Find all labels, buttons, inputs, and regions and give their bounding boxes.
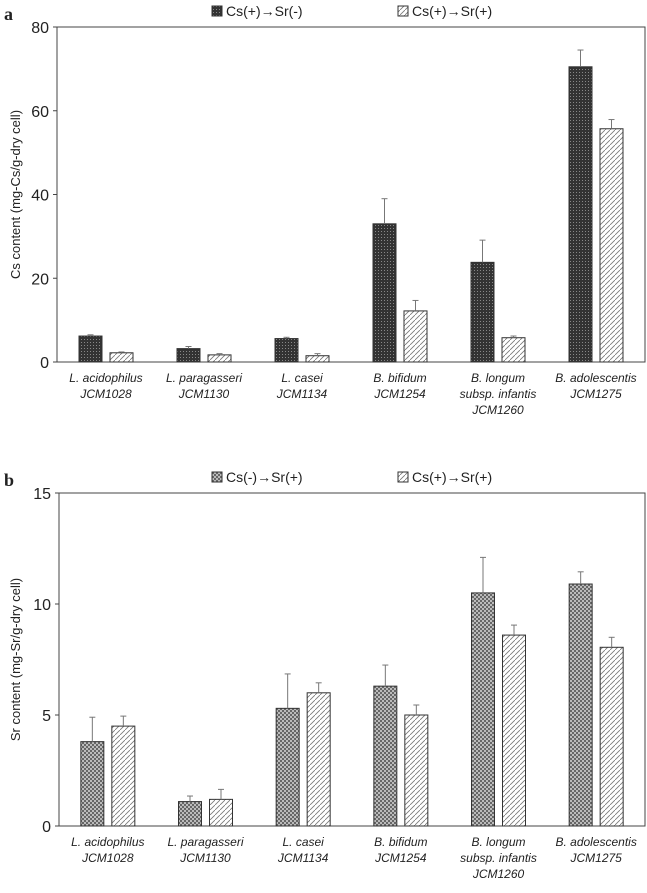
x-tick-label: JCM1254: [373, 387, 426, 401]
legend-label: Cs(+)→Sr(+): [412, 469, 492, 485]
x-tick-label: B. adolescentis: [555, 835, 636, 849]
x-tick-label: subsp. infantis: [460, 387, 537, 401]
x-tick-label: B. bifidum: [373, 371, 426, 385]
y-axis-label: Sr content (mg-Sr/g-dry cell): [8, 578, 23, 741]
x-tick-label: JCM1130: [178, 387, 230, 401]
bar: [470, 261, 495, 363]
bar: [372, 223, 397, 363]
legend-label: Cs(-)→Sr(+): [226, 469, 303, 485]
bar: [568, 66, 593, 363]
legend-swatch: [397, 471, 409, 483]
legend-swatch: [211, 5, 223, 17]
x-tick-label: JCM1254: [374, 851, 427, 865]
x-tick-label: L. casei: [281, 371, 323, 385]
x-tick-label: JCM1134: [277, 851, 329, 865]
bar: [599, 646, 624, 827]
x-tick-label: JCM1028: [81, 851, 134, 865]
x-tick-label: JCM1260: [472, 867, 525, 881]
bar: [471, 592, 495, 827]
panel-label: a: [4, 4, 13, 24]
bar: [501, 337, 526, 363]
bar: [209, 798, 233, 827]
x-tick-label: L. acidophilus: [69, 371, 142, 385]
bar: [404, 714, 429, 827]
bar: [403, 310, 428, 363]
legend-swatch: [211, 471, 223, 483]
bar: [568, 583, 593, 827]
panel-label: b: [4, 470, 14, 490]
plot-frame: [58, 492, 646, 827]
x-tick-label: JCM1134: [276, 387, 328, 401]
bar: [78, 335, 103, 363]
y-tick-label: 40: [31, 188, 49, 205]
legend-label: Cs(+)→Sr(-): [226, 3, 303, 19]
legend-swatch: [397, 5, 409, 17]
bar: [207, 354, 232, 363]
y-tick-label: 5: [42, 708, 51, 725]
bar: [109, 352, 134, 363]
bar: [306, 692, 331, 827]
x-tick-label: B. bifidum: [374, 835, 427, 849]
y-tick-label: 10: [33, 597, 51, 614]
y-tick-label: 60: [31, 104, 49, 121]
plot-frame: [56, 26, 646, 363]
y-tick-label: 20: [31, 271, 49, 288]
bar: [80, 741, 105, 827]
y-tick-label: 15: [33, 486, 51, 503]
x-tick-label: JCM1260: [471, 403, 524, 417]
x-tick-label: L. acidophilus: [71, 835, 144, 849]
x-tick-label: L. paragasseri: [167, 835, 243, 849]
x-tick-label: B. adolescentis: [555, 371, 636, 385]
bar: [274, 338, 299, 363]
x-tick-label: JCM1028: [79, 387, 132, 401]
x-tick-label: B. longum: [471, 835, 525, 849]
x-tick-label: B. longum: [471, 371, 525, 385]
bar: [275, 707, 300, 827]
y-tick-label: 0: [42, 819, 51, 836]
x-tick-label: L. casei: [282, 835, 324, 849]
bar: [111, 725, 136, 827]
bar: [305, 355, 330, 363]
legend-label: Cs(+)→Sr(+): [412, 3, 492, 19]
x-tick-label: subsp. infantis: [460, 851, 537, 865]
x-tick-label: JCM1275: [569, 387, 622, 401]
y-axis-label: Cs content (mg-Cs/g-dry cell): [8, 110, 23, 279]
bar: [178, 801, 202, 827]
bar: [373, 685, 398, 827]
x-tick-label: L. paragasseri: [166, 371, 242, 385]
y-tick-label: 0: [40, 355, 49, 372]
y-tick-label: 80: [31, 20, 49, 37]
chart-panel-a: a 0 20 40 60 80 Cs content (mg-Cs/g-dry cell) C…: [4, 3, 646, 417]
chart-panel-b: b 0 5 10 15 Sr content (mg-Sr/g-dry cell) Cs(-…: [4, 469, 646, 881]
x-tick-label: JCM1275: [569, 851, 622, 865]
x-tick-label: JCM1130: [179, 851, 231, 865]
bar: [176, 348, 201, 363]
bar: [502, 634, 526, 827]
bar: [599, 128, 624, 363]
